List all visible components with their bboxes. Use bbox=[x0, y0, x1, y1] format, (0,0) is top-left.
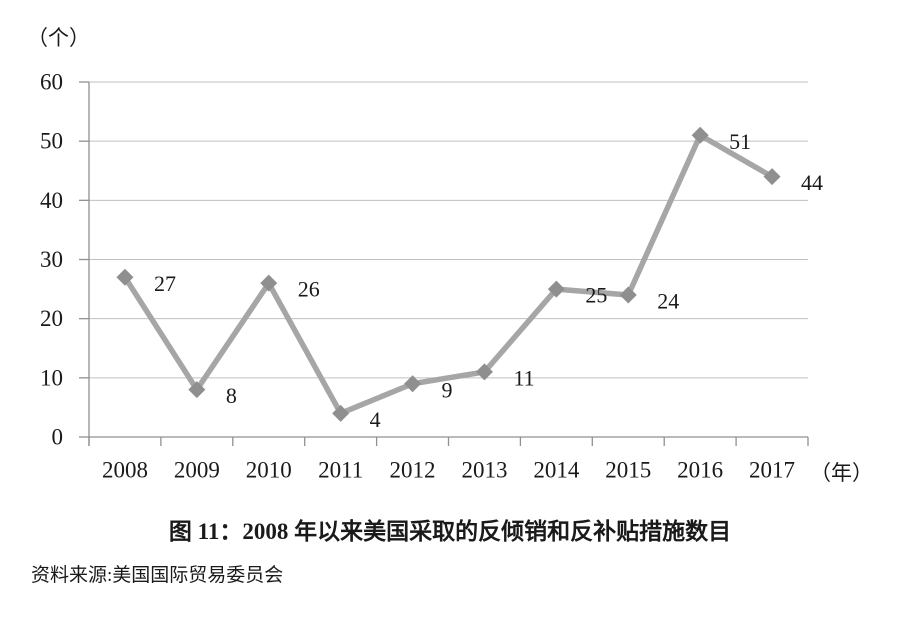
x-axis-label: 2014 bbox=[533, 458, 580, 483]
data-point-label: 8 bbox=[226, 383, 237, 408]
y-axis-unit-label: （个） bbox=[27, 26, 90, 50]
data-point-label: 26 bbox=[298, 277, 320, 302]
data-point-marker bbox=[547, 280, 565, 298]
data-point-marker bbox=[763, 168, 781, 186]
x-axis-unit-label: （年） bbox=[810, 461, 873, 485]
y-axis-label: 20 bbox=[40, 306, 63, 331]
y-axis-label: 60 bbox=[40, 70, 63, 95]
x-axis-label: 2009 bbox=[174, 458, 220, 483]
data-point-marker bbox=[116, 268, 134, 286]
y-axis-label: 50 bbox=[40, 129, 63, 154]
line-chart: 0 10 20 30 40 50 60 2008 2009 2010 2011 2012 2013 201… bbox=[40, 70, 823, 483]
data-point-marker bbox=[404, 375, 422, 393]
x-axis-label: 2013 bbox=[461, 458, 507, 483]
y-axis-label: 40 bbox=[40, 188, 63, 213]
data-point-marker bbox=[332, 404, 350, 422]
x-axis-label: 2017 bbox=[749, 458, 795, 483]
data-line bbox=[122, 132, 775, 417]
data-point-label: 11 bbox=[513, 365, 534, 390]
x-axis-label: 2008 bbox=[102, 458, 148, 483]
x-axis-label: 2010 bbox=[246, 458, 292, 483]
y-axis-label: 0 bbox=[52, 425, 64, 450]
x-axis-label: 2012 bbox=[390, 458, 436, 483]
data-point-label: 27 bbox=[154, 271, 176, 296]
data-point-label: 51 bbox=[729, 129, 751, 154]
data-point-marker bbox=[619, 286, 637, 304]
chart-title: 图 11：2008 年以来美国采取的反倾销和反补贴措施数目 bbox=[168, 519, 732, 544]
data-point-label: 25 bbox=[585, 283, 607, 308]
chart-source: 资料来源:美国国际贸易委员会 bbox=[31, 565, 284, 586]
data-point-label: 4 bbox=[370, 407, 381, 432]
y-axis-label: 30 bbox=[40, 247, 63, 272]
data-point-label: 24 bbox=[657, 289, 679, 314]
data-point-marker bbox=[188, 381, 206, 399]
y-axis-label: 10 bbox=[40, 365, 63, 390]
x-axis-label: 2015 bbox=[605, 458, 651, 483]
data-point-label: 44 bbox=[801, 170, 823, 195]
data-point-marker bbox=[691, 126, 709, 144]
x-axis-label: 2011 bbox=[318, 458, 363, 483]
data-point-label: 9 bbox=[442, 377, 453, 402]
x-axis-label: 2016 bbox=[677, 458, 723, 483]
data-point-marker bbox=[475, 363, 493, 381]
data-point-marker bbox=[260, 274, 278, 292]
